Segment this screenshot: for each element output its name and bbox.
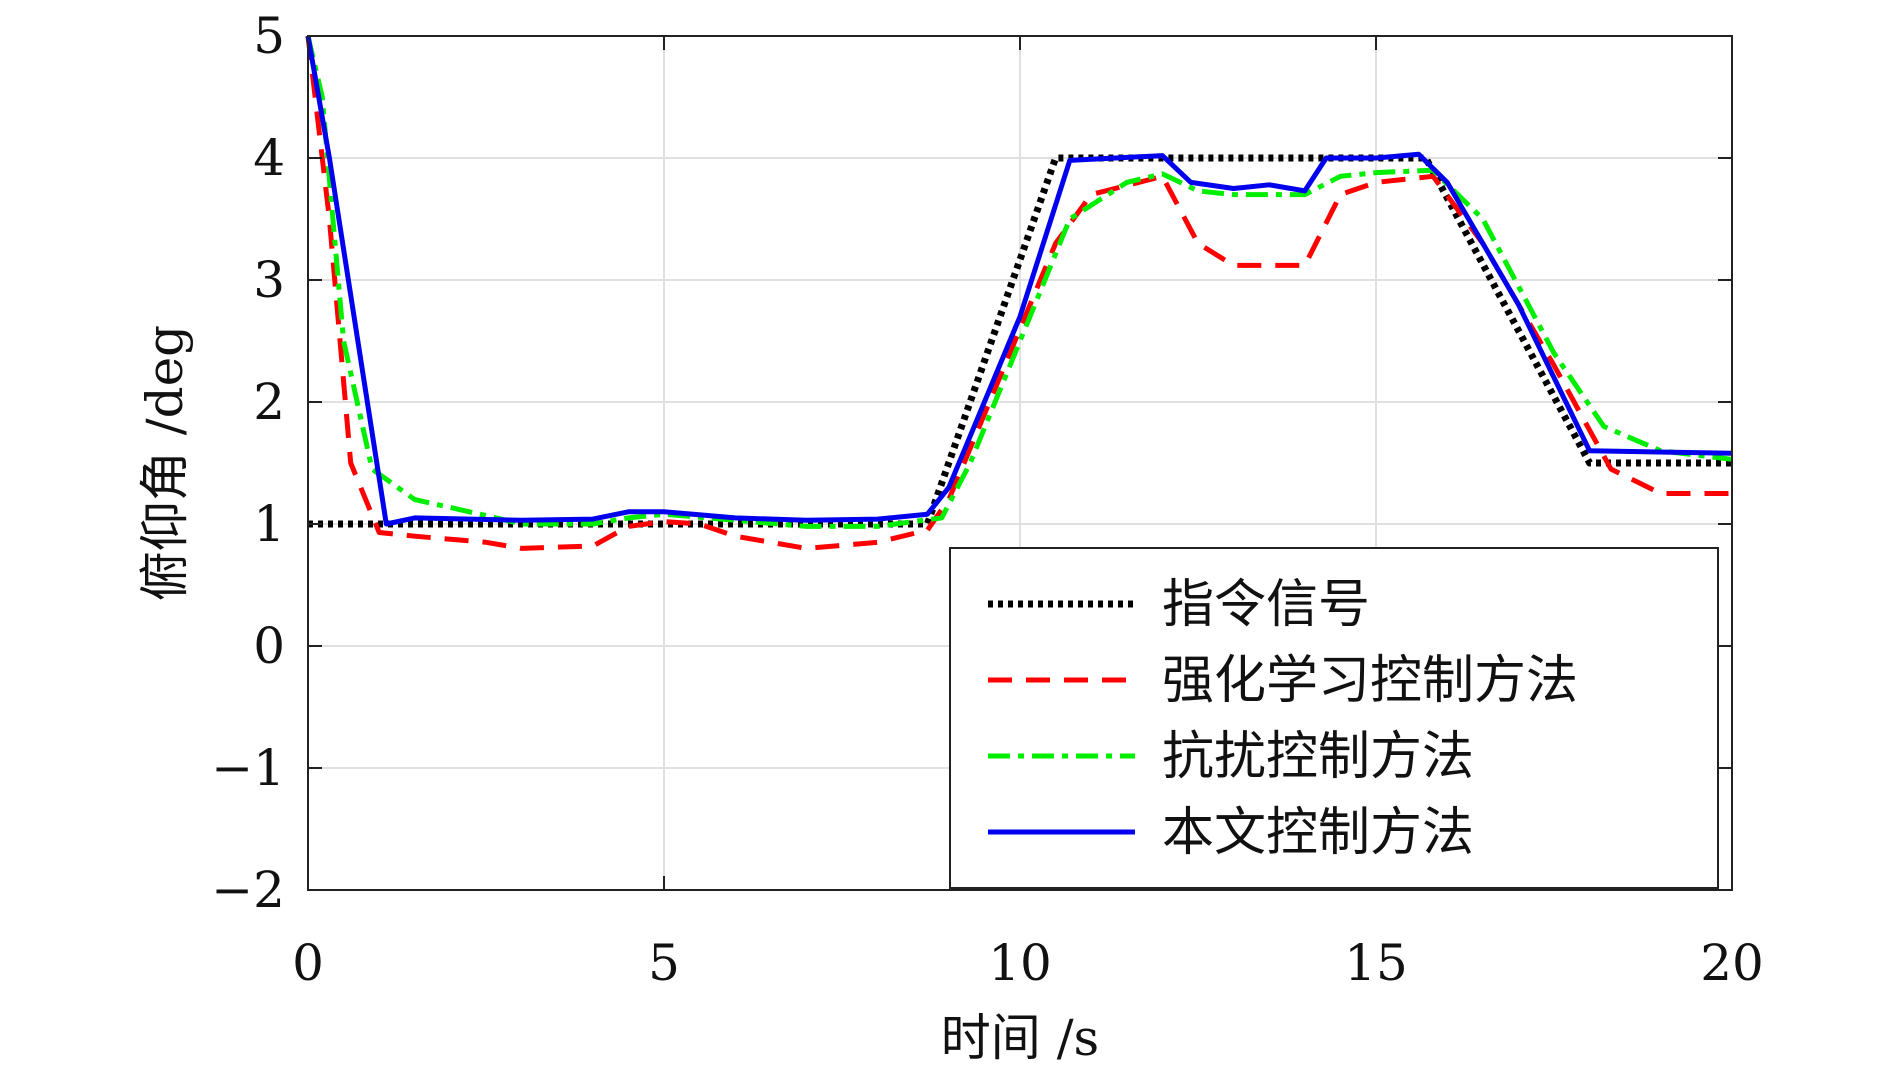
x-axis-label: 时间 /s xyxy=(941,1009,1099,1067)
x-tick-label: 20 xyxy=(1700,934,1764,992)
series-line-3 xyxy=(305,35,1733,529)
x-tick-label: 0 xyxy=(292,934,324,992)
y-tick-label: −1 xyxy=(211,739,285,797)
y-tick-label: −2 xyxy=(211,861,285,919)
y-tick-label: 3 xyxy=(253,251,285,309)
ticks: 0 5 10 15 20 −2 −1 0 1 2 3 4 5 xyxy=(211,7,1764,992)
legend-label: 抗扰控制方法 xyxy=(1162,727,1474,787)
y-tick-label: 4 xyxy=(253,129,285,187)
series-line-4 xyxy=(305,35,1733,527)
legend-label: 强化学习控制方法 xyxy=(1162,651,1578,711)
x-tick-label: 15 xyxy=(1344,934,1408,992)
y-tick-label: 2 xyxy=(253,373,285,431)
y-tick-label: 5 xyxy=(253,7,285,65)
series-line-1 xyxy=(308,154,1732,528)
x-tick-label: 10 xyxy=(988,934,1052,992)
series-lines xyxy=(305,35,1733,551)
legend-label: 本文控制方法 xyxy=(1162,803,1474,863)
y-tick-label: 0 xyxy=(253,617,285,675)
y-axis-label: 俯仰角 /deg xyxy=(136,325,194,601)
x-tick-label: 5 xyxy=(648,934,680,992)
y-tick-label: 1 xyxy=(253,495,285,553)
series-line-2 xyxy=(305,35,1732,551)
legend-label: 指令信号 xyxy=(1162,575,1370,635)
